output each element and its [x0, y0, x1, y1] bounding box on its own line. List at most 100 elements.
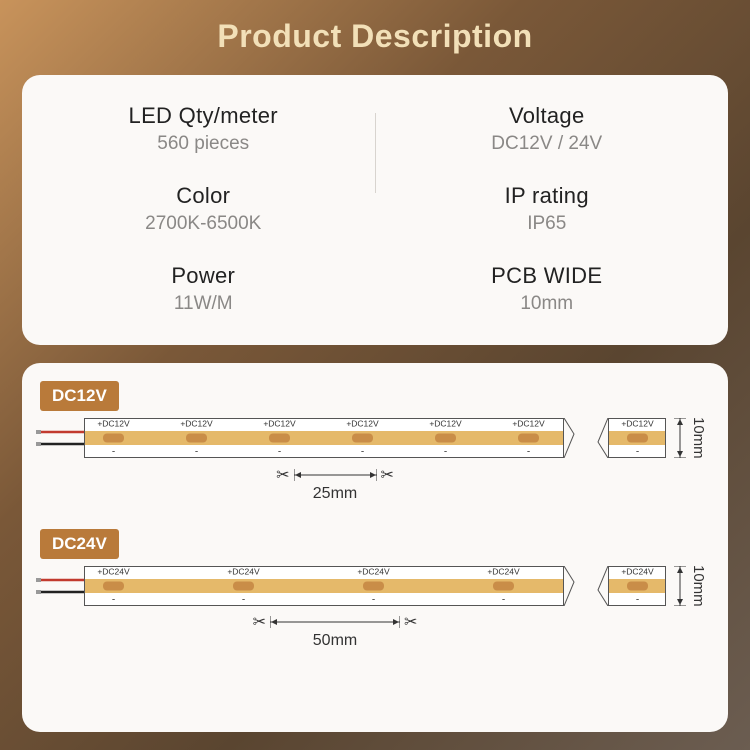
cut-pad: +DC24V -: [233, 581, 254, 590]
spec-col-right: Voltage DC12V / 24V IP rating IP65 PCB W…: [396, 103, 699, 315]
spec-value: DC12V / 24V: [491, 133, 602, 155]
solder-pad: [493, 581, 514, 590]
pad-minus-label: -: [361, 446, 364, 457]
pad-minus-label: -: [636, 446, 639, 457]
pad-minus-label: -: [502, 594, 505, 605]
spec-value: 2700K-6500K: [145, 213, 261, 235]
pad-plus-label: +DC12V: [621, 418, 653, 428]
strip-tail: +DC12V -: [608, 418, 666, 458]
scissors-icon: ✂: [404, 612, 417, 632]
voltage-badge: DC12V: [40, 381, 119, 411]
cut-pad: +DC12V -: [435, 433, 456, 442]
solder-pad: [627, 581, 648, 590]
scissors-icon: ✂: [253, 612, 266, 632]
cut-dimension: ✂ ✂: [0, 612, 674, 632]
solder-pad: [103, 433, 124, 442]
solder-pad: [352, 433, 373, 442]
solder-pad: [103, 581, 124, 590]
diagram-card: DC12V +DC12V - +DC12V - +DC12V - +DC12V …: [22, 363, 728, 732]
spec-value: 10mm: [491, 293, 602, 315]
pad-plus-label: +DC12V: [429, 418, 461, 428]
strip-cut-gap-icon: [564, 566, 608, 606]
strip-diagram: DC24V +DC24V - +DC24V - +DC24V - +DC24V …: [36, 529, 714, 669]
cut-pad: +DC24V -: [627, 581, 648, 590]
cut-distance-value: 25mm: [313, 485, 357, 502]
spec-pcb: PCB WIDE 10mm: [491, 263, 602, 315]
strip-gap: [564, 418, 608, 458]
strip-cut-gap-icon: [564, 418, 608, 458]
pad-plus-label: +DC12V: [512, 418, 544, 428]
pad-minus-label: -: [112, 446, 115, 457]
spec-color: Color 2700K-6500K: [145, 183, 261, 235]
cut-pad: +DC12V -: [352, 433, 373, 442]
pad-minus-label: -: [372, 594, 375, 605]
pad-plus-label: +DC24V: [621, 566, 653, 576]
pad-plus-label: +DC24V: [97, 566, 129, 576]
strip-gap: [564, 566, 608, 606]
voltage-badge: DC24V: [40, 529, 119, 559]
cut-distance-value: 50mm: [313, 632, 357, 649]
solder-pad: [518, 433, 539, 442]
strip-diagram: DC12V +DC12V - +DC12V - +DC12V - +DC12V …: [36, 381, 714, 521]
pad-minus-label: -: [527, 446, 530, 457]
spec-value: 11W/M: [171, 293, 235, 315]
solder-pad: [269, 433, 290, 442]
pad-plus-label: +DC12V: [346, 418, 378, 428]
spec-value: 560 pieces: [129, 133, 278, 155]
cut-distance-arrow-icon: [270, 615, 400, 629]
lead-wires-icon: [36, 566, 84, 606]
spec-label: LED Qty/meter: [129, 103, 278, 129]
spec-led-qty: LED Qty/meter 560 pieces: [129, 103, 278, 155]
cut-pad: +DC24V -: [493, 581, 514, 590]
solder-pad: [627, 433, 648, 442]
cut-dimension: ✂ ✂: [0, 465, 674, 485]
spec-label: Voltage: [491, 103, 602, 129]
strip-body: +DC12V - +DC12V - +DC12V - +DC12V - +DC1…: [84, 418, 564, 458]
spec-label: PCB WIDE: [491, 263, 602, 289]
pad-minus-label: -: [195, 446, 198, 457]
strip-tail: +DC24V -: [608, 566, 666, 606]
cut-pad: +DC24V -: [103, 581, 124, 590]
pad-minus-label: -: [242, 594, 245, 605]
spec-label: Power: [171, 263, 235, 289]
width-arrow-icon: [672, 418, 688, 458]
pad-plus-label: +DC12V: [97, 418, 129, 428]
pad-plus-label: +DC24V: [487, 566, 519, 576]
pad-minus-label: -: [278, 446, 281, 457]
width-dimension: 10mm: [672, 417, 714, 459]
spec-value: IP65: [505, 213, 589, 235]
width-arrow-icon: [672, 566, 688, 606]
width-value: 10mm: [690, 417, 707, 459]
scissors-icon: ✂: [276, 465, 289, 485]
spec-col-left: LED Qty/meter 560 pieces Color 2700K-650…: [52, 103, 355, 315]
cut-pad: +DC12V -: [518, 433, 539, 442]
spec-label: Color: [145, 183, 261, 209]
pad-plus-label: +DC12V: [180, 418, 212, 428]
pad-plus-label: +DC12V: [263, 418, 295, 428]
spec-label: IP rating: [505, 183, 589, 209]
pad-minus-label: -: [636, 594, 639, 605]
pad-plus-label: +DC24V: [357, 566, 389, 576]
solder-pad: [233, 581, 254, 590]
spec-divider: [375, 113, 376, 193]
solder-pad: [186, 433, 207, 442]
cut-pad: +DC12V -: [103, 433, 124, 442]
lead-wires-icon: [36, 418, 84, 458]
width-value: 10mm: [690, 565, 707, 607]
led-emitting-line: [85, 431, 563, 445]
pad-minus-label: -: [444, 446, 447, 457]
spec-ip: IP rating IP65: [505, 183, 589, 235]
solder-pad: [363, 581, 384, 590]
cut-pad: +DC12V -: [627, 433, 648, 442]
strip-body: +DC24V - +DC24V - +DC24V - +DC24V -: [84, 566, 564, 606]
cut-pad: +DC24V -: [363, 581, 384, 590]
spec-power: Power 11W/M: [171, 263, 235, 315]
specs-card: LED Qty/meter 560 pieces Color 2700K-650…: [22, 75, 728, 345]
scissors-icon: ✂: [381, 465, 394, 485]
cut-pad: +DC12V -: [269, 433, 290, 442]
page-title: Product Description: [22, 18, 728, 55]
pad-plus-label: +DC24V: [227, 566, 259, 576]
spec-voltage: Voltage DC12V / 24V: [491, 103, 602, 155]
cut-distance-arrow-icon: [294, 468, 377, 482]
solder-pad: [435, 433, 456, 442]
